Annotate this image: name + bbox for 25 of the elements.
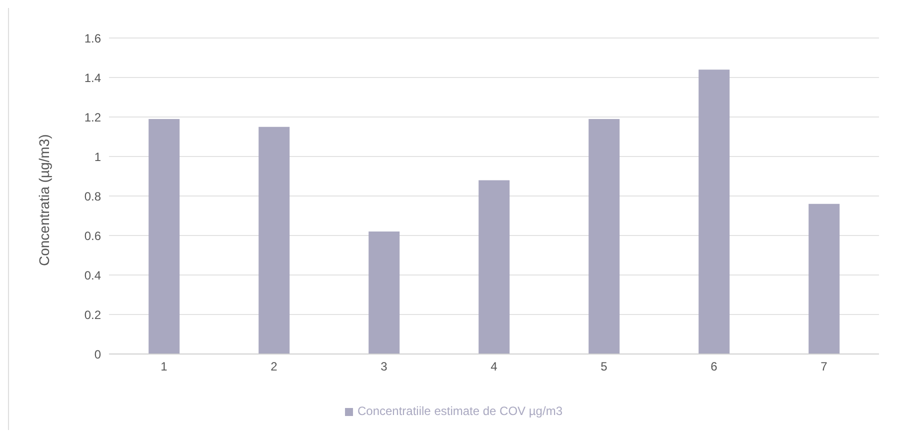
bar (148, 118, 180, 354)
bar (258, 126, 290, 354)
x-tick-label: 6 (710, 360, 718, 374)
bar (808, 204, 840, 354)
x-tick-label: 7 (820, 360, 828, 374)
x-tick-label: 5 (600, 360, 608, 374)
bar (368, 232, 400, 354)
y-tick-label: 0.6 (84, 228, 102, 243)
y-tick-label: 1 (94, 150, 102, 164)
x-tick-label: 2 (270, 360, 278, 374)
y-tick-label: 0.2 (84, 308, 102, 322)
y-tick-label: 0.8 (84, 189, 102, 204)
y-tick-label: 1.2 (84, 110, 102, 124)
bar (478, 180, 510, 354)
x-tick-label: 3 (380, 360, 388, 374)
y-tick-label: 0.4 (84, 268, 102, 282)
y-tick-label: 1.6 (84, 31, 102, 46)
x-tick-label: 1 (160, 360, 168, 374)
x-tick-label: 4 (490, 360, 498, 374)
y-axis-title: Concentratia (µg/m3) (36, 134, 52, 266)
bar (588, 118, 620, 354)
y-tick-label: 1.4 (84, 70, 102, 85)
bar (698, 70, 730, 354)
y-tick-label: 0 (94, 347, 102, 362)
legend-label: Concentratiile estimate de COV µg/m3 (357, 404, 562, 418)
